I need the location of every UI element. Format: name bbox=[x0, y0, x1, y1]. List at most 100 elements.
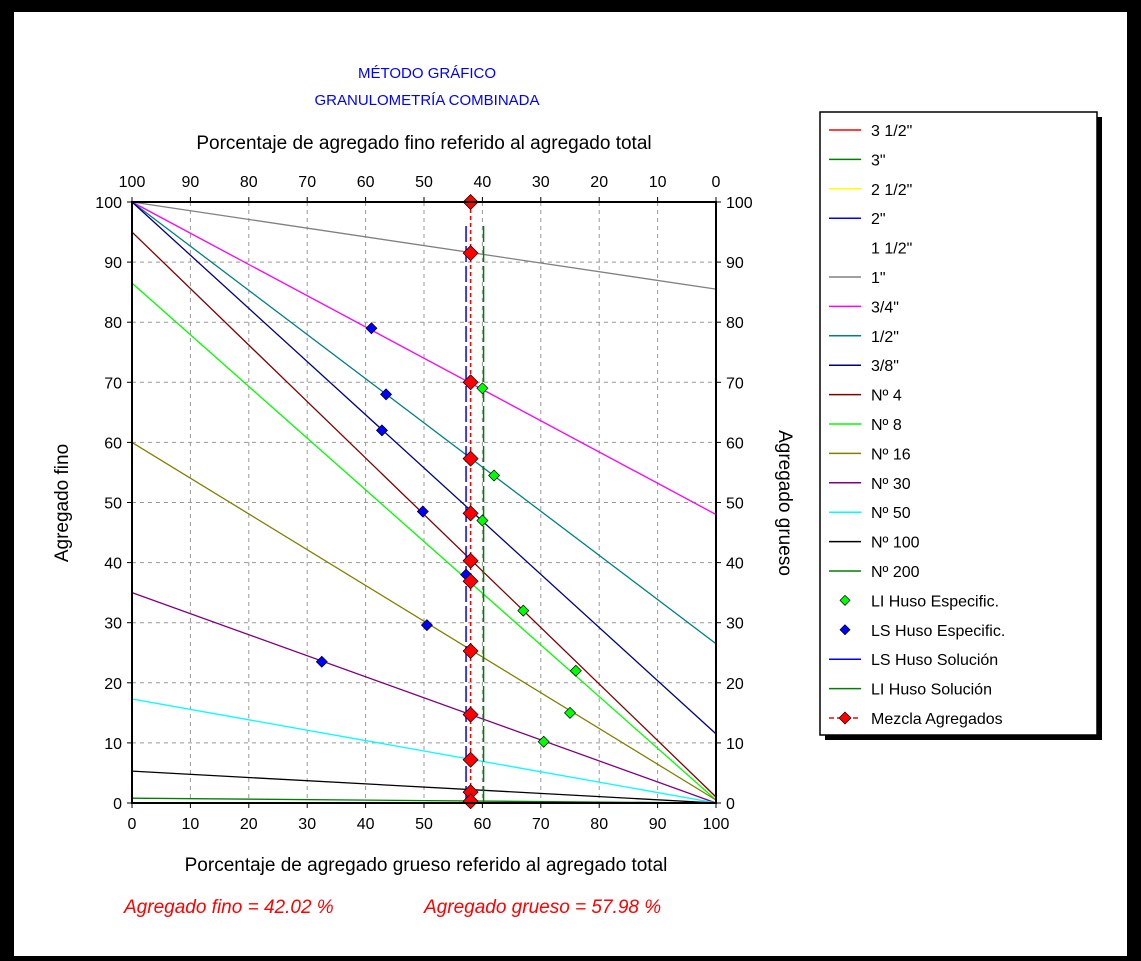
tick-label-x-top: 90 bbox=[182, 174, 200, 191]
legend-label: LI Huso Especific. bbox=[871, 593, 999, 610]
ticks: 0100109020803070406050506040703080209010… bbox=[95, 174, 753, 833]
tick-label-y-right: 20 bbox=[726, 676, 744, 693]
ls-especific-point bbox=[416, 505, 429, 518]
tick-label-x-top: 50 bbox=[415, 174, 433, 191]
legend-label: 3 1/2" bbox=[871, 123, 912, 140]
li-especific-point bbox=[517, 604, 530, 617]
legend-label: Nº 4 bbox=[871, 388, 902, 405]
tick-label-y: 50 bbox=[104, 496, 122, 513]
legend-label: 3/8" bbox=[871, 358, 899, 375]
legend-label: Nº 8 bbox=[871, 417, 902, 434]
mezcla-point bbox=[462, 450, 479, 467]
legend-label: 2 1/2" bbox=[871, 182, 912, 199]
li-especific-point bbox=[488, 469, 501, 482]
tick-label-y: 20 bbox=[104, 676, 122, 693]
chart-title-line2: GRANULOMETRÍA COMBINADA bbox=[314, 92, 539, 109]
markers bbox=[315, 194, 582, 810]
legend-label: LS Huso Especific. bbox=[871, 623, 1005, 640]
legend: 3 1/2" 3" 2 1/2" 2" 1 1/2" 1" 3/4" 1/2" 3/8" Nº 4… bbox=[819, 111, 1102, 740]
legend-swatch bbox=[839, 624, 851, 636]
legend-label: Mezcla Agregados bbox=[871, 711, 1003, 728]
legend-swatch bbox=[838, 711, 852, 725]
series-line bbox=[131, 201, 717, 645]
legend-label: 3" bbox=[871, 152, 886, 169]
tick-label-x-top: 20 bbox=[590, 174, 608, 191]
tick-label-y-right: 100 bbox=[726, 195, 753, 212]
legend-label: 3/4" bbox=[871, 299, 899, 316]
tick-label-x-top: 100 bbox=[119, 174, 146, 191]
tick-label-x: 70 bbox=[532, 816, 550, 833]
legend-label: Nº 30 bbox=[871, 476, 911, 493]
legend-label: 1/2" bbox=[871, 329, 899, 346]
legend-label: Nº 16 bbox=[871, 446, 911, 463]
tick-label-x-top: 10 bbox=[649, 174, 667, 191]
tick-label-y-right: 30 bbox=[726, 616, 744, 633]
tick-label-y: 100 bbox=[95, 195, 122, 212]
li-especific-point bbox=[569, 664, 582, 677]
li-especific-point bbox=[564, 706, 576, 719]
tick-label-x: 40 bbox=[357, 816, 375, 833]
ls-especific-point bbox=[315, 655, 328, 668]
tick-label-x-top: 0 bbox=[712, 174, 721, 191]
tick-label-x: 60 bbox=[474, 816, 492, 833]
tick-label-y-right: 40 bbox=[726, 556, 744, 573]
legend-label: Nº 200 bbox=[871, 564, 920, 581]
legend-label: LI Huso Solución bbox=[871, 682, 992, 699]
tick-label-y-right: 0 bbox=[726, 796, 735, 813]
tick-label-y: 10 bbox=[104, 736, 122, 753]
series-line bbox=[131, 282, 717, 801]
tick-label-x: 100 bbox=[703, 816, 730, 833]
chart-title-line1: MÉTODO GRÁFICO bbox=[358, 65, 496, 82]
tick-label-y: 60 bbox=[104, 435, 122, 452]
tick-label-x: 50 bbox=[415, 816, 433, 833]
annotation-fino: Agregado fino = 42.02 % bbox=[123, 897, 334, 918]
tick-label-x-top: 40 bbox=[474, 174, 492, 191]
tick-label-x-top: 30 bbox=[532, 174, 550, 191]
tick-label-y-right: 80 bbox=[726, 315, 744, 332]
tick-label-x-top: 70 bbox=[298, 174, 316, 191]
mezcla-point bbox=[462, 552, 479, 569]
annotation-grueso: Agregado grueso = 57.98 % bbox=[423, 897, 661, 918]
mezcla-point bbox=[462, 245, 479, 262]
ls-especific-point bbox=[380, 388, 393, 401]
legend-label: 2" bbox=[871, 211, 886, 228]
tick-label-y: 40 bbox=[104, 556, 122, 573]
y2-axis-label: Agregado grueso bbox=[774, 430, 795, 576]
x2-axis-label: Porcentaje de agregado fino referido al … bbox=[196, 133, 651, 154]
tick-label-y: 80 bbox=[104, 315, 122, 332]
legend-box bbox=[819, 111, 1098, 736]
chart-window: MÉTODO GRÁFICO GRANULOMETRÍA COMBINADA P… bbox=[14, 12, 1127, 956]
series-line bbox=[131, 698, 717, 804]
legend-label: LS Huso Solución bbox=[871, 652, 998, 669]
mezcla-point bbox=[462, 751, 479, 768]
legend-swatch bbox=[839, 594, 851, 606]
tick-label-y-right: 10 bbox=[726, 736, 744, 753]
tick-label-x-top: 80 bbox=[240, 174, 258, 191]
series-line bbox=[131, 770, 717, 804]
plot-frame bbox=[131, 201, 717, 804]
li-especific-point bbox=[537, 735, 550, 748]
mezcla-point bbox=[462, 642, 479, 659]
series-line bbox=[131, 201, 717, 290]
tick-label-x: 80 bbox=[590, 816, 608, 833]
mezcla-point bbox=[462, 573, 479, 590]
series-line bbox=[131, 592, 717, 804]
legend-label: Nº 100 bbox=[871, 535, 920, 552]
y-axis-label: Agregado fino bbox=[52, 444, 73, 562]
legend-label: 1" bbox=[871, 270, 886, 287]
tick-label-y: 0 bbox=[113, 796, 122, 813]
tick-label-y-right: 90 bbox=[726, 255, 744, 272]
series-line bbox=[131, 201, 717, 735]
li-especific-point bbox=[476, 514, 489, 527]
mezcla-point bbox=[462, 505, 479, 522]
mezcla-point bbox=[462, 374, 479, 391]
tick-label-y-right: 50 bbox=[726, 496, 744, 513]
tick-label-x: 90 bbox=[649, 816, 667, 833]
tick-label-y: 90 bbox=[104, 255, 122, 272]
ls-especific-point bbox=[375, 424, 388, 437]
tick-label-y-right: 70 bbox=[726, 375, 744, 392]
combined-grading-chart: MÉTODO GRÁFICO GRANULOMETRÍA COMBINADA P… bbox=[52, 65, 1102, 918]
tick-label-x-top: 60 bbox=[357, 174, 375, 191]
tick-label-x: 0 bbox=[128, 816, 137, 833]
series-line bbox=[131, 441, 717, 801]
